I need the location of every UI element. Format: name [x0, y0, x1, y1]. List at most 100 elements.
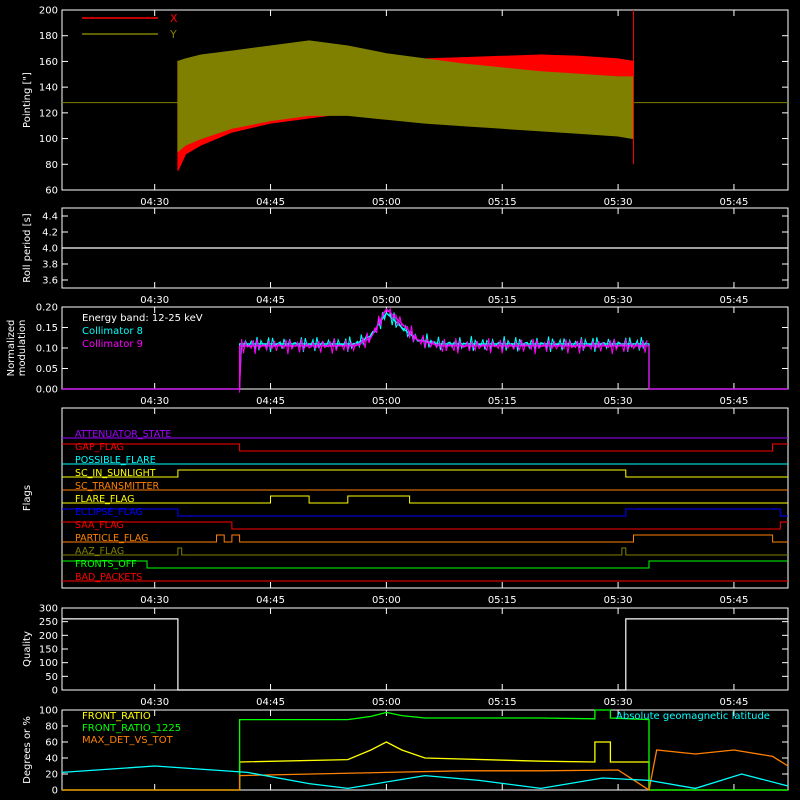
ratio-legend-front-ratio: FRONT_RATIO [82, 711, 151, 722]
flags-panel-frame [61, 407, 789, 589]
ratio-panel-ytick-label: 80 [45, 722, 58, 733]
pointing-panel-ytick-label: 160 [39, 57, 58, 68]
pointing-panel-xtick-label: 05:45 [720, 197, 749, 208]
pointing-panel-xtick-label: 05:30 [604, 197, 633, 208]
quality-panel-xtick-label: 05:30 [604, 697, 633, 708]
quality-panel-xtick-label: 05:00 [372, 697, 401, 708]
flag-label-aaz-flag: AAZ_FLAG [75, 546, 124, 557]
pointing-panel-ytick-label: 200 [39, 6, 58, 17]
modulation-legend-9: Collimator 9 [82, 339, 143, 350]
ratio-panel-ylabel: Degrees or % [22, 716, 33, 784]
modulation-panel-ylabel: modulation [17, 320, 28, 377]
modulation-series-8 [62, 312, 788, 390]
quality-panel-ytick-label: 0 [52, 686, 58, 697]
modulation-annotation: Energy band: 12-25 keV [82, 313, 203, 324]
modulation-legend-8: Collimator 8 [82, 326, 143, 337]
flags-panel-ylabel: Flags [22, 485, 33, 511]
pointing-panel-ytick-label: 100 [39, 134, 58, 145]
pointing-panel-xtick-label: 05:15 [488, 197, 517, 208]
flag-label-fronts-off: FRONTS_OFF [75, 559, 137, 570]
flag-line-sc-in-sunlight [62, 469, 788, 478]
roll-panel-xtick-label: 05:00 [372, 295, 401, 306]
roll-panel-ytick-label: 4.2 [42, 228, 58, 239]
modulation-panel-ytick-label: 0.10 [36, 344, 58, 355]
pointing-panel-ylabel: Pointing ["] [22, 72, 33, 128]
flag-label-sc-transmitter: SC_TRANSMITTER [75, 481, 160, 492]
quality-panel-ytick-label: 150 [39, 645, 58, 656]
ratio-panel-ytick-label: 60 [45, 738, 58, 749]
roll-panel-ytick-label: 3.8 [42, 260, 58, 271]
roll-panel-ytick-label: 4.0 [42, 244, 58, 255]
quality-panel-ytick-label: 50 [45, 672, 58, 683]
quality-panel-xtick-label: 04:45 [256, 697, 285, 708]
quality-panel-ytick-label: 200 [39, 631, 58, 642]
ratio-series-front-ratio-1225 [62, 709, 788, 791]
flags-panel-xtick-label: 04:45 [256, 595, 285, 606]
modulation-panel-xtick-label: 04:30 [140, 396, 169, 407]
flag-label-possible-flare: POSSIBLE_FLARE [75, 455, 156, 466]
ratio-series-max-det-vs-tot [62, 749, 789, 792]
ratio-panel-frame [61, 709, 789, 791]
modulation-panel-ytick-label: 0.00 [36, 385, 58, 396]
pointing-panel-xtick-label: 04:45 [256, 197, 285, 208]
roll-panel-ytick-label: 4.4 [42, 212, 58, 223]
modulation-panel-xtick-label: 04:45 [256, 396, 285, 407]
modulation-noise-9 [239, 307, 648, 393]
ratio-panel-ytick-label: 0 [52, 786, 58, 797]
quality-panel-ytick-label: 250 [39, 617, 58, 628]
flag-line-aaz-flag [62, 547, 788, 556]
quality-panel-ytick-label: 100 [39, 658, 58, 669]
modulation-panel-ytick-label: 0.15 [36, 323, 58, 334]
flags-panel-xtick-label: 05:15 [488, 595, 517, 606]
flag-line-particle-flag [62, 534, 788, 543]
flag-line-flare-flag [62, 495, 788, 504]
modulation-panel-ytick-label: 0.20 [36, 303, 58, 314]
flag-line-saa-flag [62, 521, 788, 530]
flag-label-bad-packets: BAD_PACKETS [75, 572, 142, 583]
flag-line-eclipse-flag [62, 508, 788, 517]
roll-panel-xtick-label: 04:30 [140, 295, 169, 306]
flags-panel-xtick-label: 05:00 [372, 595, 401, 606]
modulation-panel-xtick-label: 05:15 [488, 396, 517, 407]
legend-label-x: X [170, 12, 178, 25]
flag-label-gap-flag: GAP_FLAG [75, 442, 124, 453]
flag-label-sc-in-sunlight: SC_IN_SUNLIGHT [75, 468, 156, 479]
flag-label-particle-flag: PARTICLE_FLAG [75, 533, 148, 544]
quality-panel-xtick-label: 05:45 [720, 697, 749, 708]
quality-panel-ylabel: Quality [22, 631, 33, 667]
flag-label-saa-flag: SAA_FLAG [75, 520, 124, 531]
ratio-panel-ytick-label: 40 [45, 754, 58, 765]
flag-label-flare-flag: FLARE_FLAG [75, 494, 135, 505]
pointing-panel-ytick-label: 60 [45, 186, 58, 197]
modulation-panel-xtick-label: 05:30 [604, 396, 633, 407]
ratio-legend-front-ratio-1225: FRONT_RATIO_1225 [82, 723, 181, 734]
flags-panel-xtick-label: 04:30 [140, 595, 169, 606]
pointing-panel-ytick-label: 140 [39, 83, 58, 94]
roll-panel-xtick-label: 05:45 [720, 295, 749, 306]
flags-panel-xtick-label: 05:45 [720, 595, 749, 606]
quality-panel-xtick-label: 05:15 [488, 697, 517, 708]
modulation-panel-xtick-label: 05:45 [720, 396, 749, 407]
modulation-panel-ytick-label: 0.05 [36, 364, 58, 375]
flags-panel-xtick-label: 05:30 [604, 595, 633, 606]
pointing-panel-xtick-label: 04:30 [140, 197, 169, 208]
roll-panel-ylabel: Roll period [s] [22, 213, 33, 282]
ratio-panel-ytick-label: 100 [39, 706, 58, 717]
ratio-panel-ytick-label: 20 [45, 770, 58, 781]
roll-panel-xtick-label: 04:45 [256, 295, 285, 306]
flag-line-fronts-off [62, 560, 788, 569]
quality-panel-frame [61, 607, 789, 691]
quality-panel-ytick-label: 300 [39, 604, 58, 615]
quality-line [62, 618, 788, 691]
quality-panel-xtick-label: 04:30 [140, 697, 169, 708]
flag-label-attenuator-state: ATTENUATOR_STATE [75, 429, 171, 440]
ratio-annotation: Absolute geomagnetic latitude [616, 711, 770, 722]
roll-panel-xtick-label: 05:15 [488, 295, 517, 306]
pointing-panel-ytick-label: 80 [45, 160, 58, 171]
flag-label-eclipse-flag: ECLIPSE_FLAG [75, 507, 143, 518]
ratio-series-front-ratio [62, 741, 788, 791]
pointing-panel-ytick-label: 120 [39, 108, 58, 119]
modulation-panel-ylabel: Normalized [6, 320, 17, 377]
flag-line-gap-flag [62, 443, 788, 452]
